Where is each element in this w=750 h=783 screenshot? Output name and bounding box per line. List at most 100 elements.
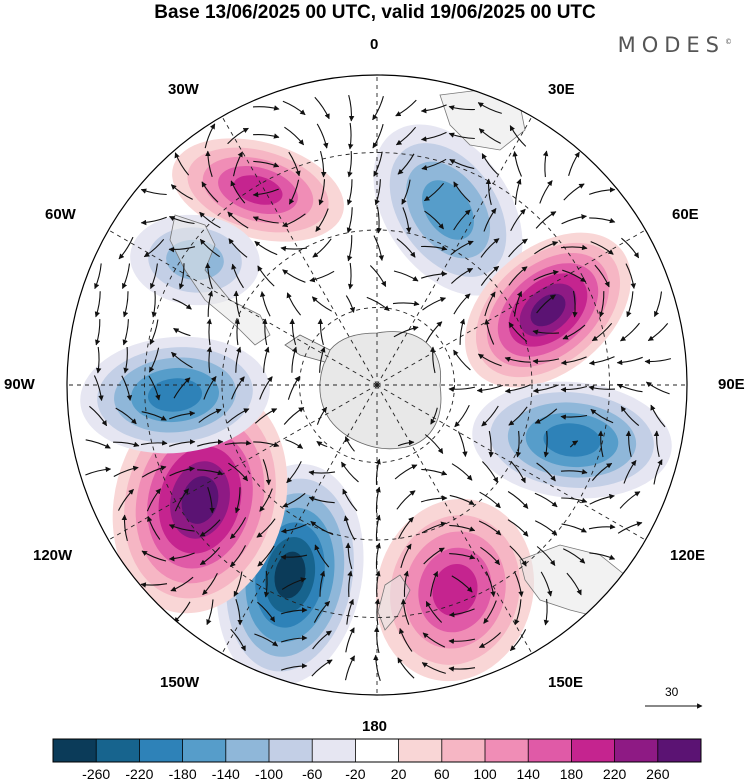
- wind-vector: [173, 377, 191, 399]
- wind-vector: [620, 405, 640, 427]
- colorbar-swatch-11: [485, 739, 529, 762]
- wind-vector: [369, 265, 387, 287]
- wind-vector: [170, 576, 194, 592]
- wind-vector: [481, 405, 499, 427]
- wind-vector: [198, 408, 222, 423]
- colorbar-label-14: 260: [646, 766, 670, 782]
- wind-vector: [589, 217, 616, 224]
- wind-vector: [568, 151, 580, 176]
- wind-vector: [94, 263, 102, 290]
- wind-vector: [234, 487, 241, 514]
- wind-vector: [313, 601, 330, 623]
- colorbar-swatch-13: [571, 739, 616, 762]
- wind-vector: [310, 520, 334, 536]
- wind-vector: [282, 213, 306, 228]
- wind-vector: [591, 462, 613, 481]
- wind-vector: [448, 638, 476, 645]
- wind-vector: [400, 598, 410, 625]
- wind-vector: [509, 125, 527, 147]
- meridian-line-300: [108, 229, 378, 386]
- wind-vector: [169, 466, 195, 477]
- south-america-landmass: [169, 214, 271, 346]
- wind-vector: [560, 469, 588, 475]
- wind-vector: [263, 570, 270, 598]
- meridian-line-330: [221, 116, 378, 386]
- wind-vector: [420, 104, 447, 114]
- wind-vector: [342, 488, 358, 512]
- wind-vector: [252, 188, 279, 198]
- wind-vector: [508, 238, 528, 258]
- positive-anomaly-south-atlantic-contour-5: [233, 175, 283, 205]
- wind-vector: [375, 542, 381, 569]
- wind-vector: [150, 263, 158, 290]
- wind-vector: [400, 543, 412, 569]
- wind-vector: [376, 206, 382, 234]
- wind-vector: [423, 547, 445, 565]
- wind-vector: [560, 414, 588, 420]
- wind-vector: [424, 434, 444, 454]
- wind-vector: [454, 404, 470, 428]
- wind-vector: [477, 353, 502, 367]
- wind-vector: [510, 208, 526, 232]
- wind-vector: [451, 463, 473, 481]
- wind-vector: [626, 291, 634, 318]
- wind-vector: [483, 600, 497, 624]
- wind-vector: [207, 290, 213, 317]
- wind-vector: [115, 407, 137, 425]
- wind-vector: [560, 385, 588, 393]
- wind-vector: [286, 292, 302, 316]
- wind-vector: [312, 630, 332, 650]
- wind-vector: [448, 608, 475, 618]
- wind-vector: [560, 244, 588, 251]
- wind-vector: [485, 178, 492, 206]
- wind-vector: [280, 635, 308, 643]
- wind-vector: [311, 296, 332, 312]
- negative-anomaly-south-of-australia-contour-5: [543, 423, 601, 457]
- wind-vector: [291, 346, 298, 373]
- wind-vector: [314, 544, 330, 568]
- wind-vector: [280, 523, 307, 534]
- negative-anomaly-south-pacific-contour-7: [274, 551, 306, 599]
- wind-vector: [346, 179, 353, 206]
- wind-vector: [316, 406, 328, 425]
- colorbar-label-4: -140: [211, 766, 240, 782]
- wind-vector: [169, 410, 196, 420]
- lon-label-150e: 150E: [548, 674, 584, 691]
- wind-vector: [375, 570, 381, 598]
- positive-anomaly-tasman-sea-contour-5: [432, 563, 478, 617]
- colorbar-label-9: 60: [434, 766, 450, 782]
- wind-vector: [448, 666, 476, 672]
- wind-vector: [375, 458, 381, 485]
- wind-vector: [143, 238, 165, 258]
- wind-vector: [421, 521, 447, 534]
- wind-vector: [623, 460, 637, 484]
- colorbar-label-3: -180: [168, 766, 197, 782]
- wind-vector: [141, 465, 167, 478]
- positive-anomaly-southeast-pacific-contour-7: [181, 476, 219, 524]
- wind-vector: [206, 599, 214, 626]
- wind-vector: [591, 322, 613, 342]
- wind-vector: [588, 523, 616, 530]
- wind-vector: [122, 319, 129, 346]
- wind-vector: [515, 430, 522, 458]
- wind-vector: [483, 208, 497, 232]
- wind-vector: [141, 411, 167, 421]
- wind-vector: [458, 431, 468, 458]
- wind-vector: [230, 180, 246, 204]
- copyright-mark: ©: [725, 38, 732, 46]
- wind-vector: [316, 123, 329, 149]
- colorbar-swatch-6: [269, 739, 313, 762]
- wind-vector: [421, 158, 447, 171]
- lon-label-120e: 120E: [670, 547, 706, 564]
- wind-vector: [148, 375, 161, 401]
- wind-vector: [347, 151, 353, 178]
- lon-label-120w: 120W: [33, 547, 73, 564]
- wind-vector: [620, 322, 640, 342]
- colorbar-label-12: 180: [559, 766, 584, 782]
- colorbar-swatch-8: [355, 739, 400, 762]
- wind-vector: [479, 491, 501, 509]
- wind-vector: [122, 263, 131, 289]
- wind-vector: [172, 298, 192, 310]
- wind-vector: [508, 266, 528, 286]
